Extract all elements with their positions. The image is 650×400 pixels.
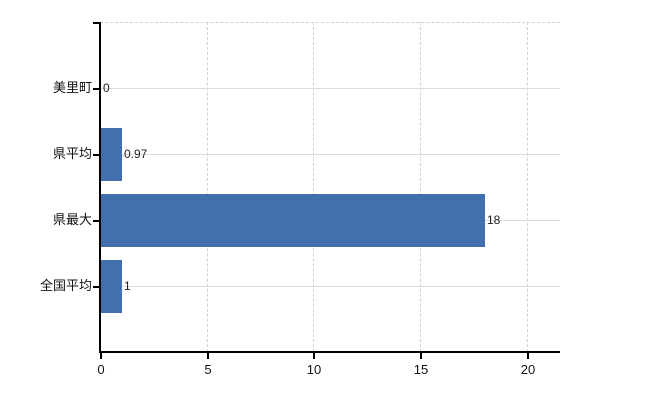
x-axis-tick-label: 10: [306, 362, 322, 377]
category-label: 県平均: [52, 146, 92, 161]
bar-value-label: 0: [103, 81, 110, 95]
vertical-gridline: [419, 22, 421, 352]
bar-value-label: 0.97: [124, 147, 148, 161]
bar-県最大: [101, 194, 485, 247]
y-axis-tick: [93, 154, 100, 156]
y-axis-tick: [93, 88, 100, 90]
x-axis-line: [99, 351, 560, 353]
x-axis-tick: [527, 353, 529, 359]
category-label: 全国平均: [39, 278, 92, 293]
vertical-gridline: [526, 22, 528, 352]
x-axis-tick-label: 5: [204, 362, 212, 377]
bar-value-label: 1: [124, 279, 131, 293]
y-axis-tick: [93, 220, 100, 222]
x-axis-tick: [313, 353, 315, 359]
bar-県平均: [101, 128, 122, 181]
x-axis-tick-label: 15: [413, 362, 429, 377]
bar-全国平均: [101, 260, 122, 313]
x-axis-tick: [100, 353, 102, 359]
x-axis-tick-label: 20: [520, 362, 536, 377]
y-axis-tick: [93, 286, 100, 288]
vertical-gridline: [313, 22, 315, 352]
category-label: 県最大: [52, 212, 92, 227]
category-gridline: [100, 154, 560, 155]
y-axis-tick: [93, 22, 100, 24]
x-axis-tick: [420, 353, 422, 359]
y-axis-line: [99, 22, 101, 353]
x-axis-tick-label: 0: [97, 362, 105, 377]
bar-value-label: 18: [487, 213, 501, 227]
top-gridline: [100, 22, 560, 23]
category-gridline: [100, 286, 560, 287]
category-gridline: [100, 88, 560, 89]
category-label: 美里町: [52, 80, 92, 95]
vertical-gridline: [206, 22, 208, 352]
x-axis-tick: [207, 353, 209, 359]
